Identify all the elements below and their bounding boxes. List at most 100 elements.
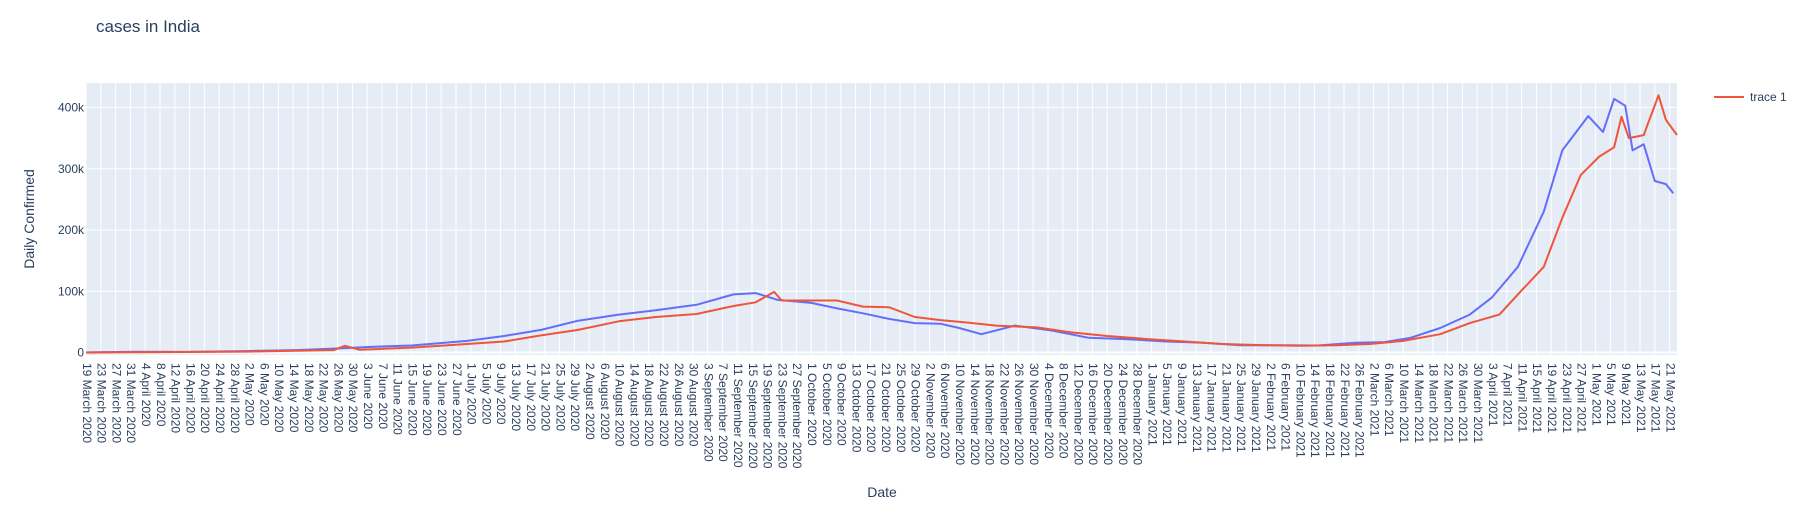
x-tick-label: 3 April 2021 (1486, 363, 1500, 427)
x-tick-label: 11 September 2020 (731, 363, 745, 468)
x-tick-label: 11 April 2021 (1515, 363, 1529, 432)
x-tick-label: 25 January 2021 (1234, 363, 1248, 453)
x-tick-label: 18 February 2021 (1323, 363, 1337, 458)
x-tick-label: 1 January 2021 (1145, 363, 1159, 446)
x-tick-label: 19 April 2021 (1545, 363, 1559, 433)
y-tick-label: 300k (58, 162, 85, 176)
x-tick-label: 28 April 2020 (228, 363, 242, 433)
x-tick-label: 13 July 2020 (509, 363, 523, 431)
x-tick-label: 9 July 2020 (494, 363, 508, 425)
x-tick-label: 2 March 2021 (1367, 363, 1381, 437)
x-tick-label: 3 June 2020 (361, 363, 375, 429)
x-tick-label: 27 June 2020 (450, 363, 464, 436)
x-tick-label: 24 April 2020 (213, 363, 227, 433)
x-tick-label: 7 April 2021 (1501, 363, 1515, 427)
x-tick-label: 27 September 2020 (790, 363, 804, 469)
x-tick-label: 9 May 2021 (1619, 363, 1633, 426)
x-tick-label: 5 January 2021 (1160, 363, 1174, 446)
x-tick-label: 6 March 2021 (1382, 363, 1396, 437)
x-tick-label: 22 November 2020 (997, 363, 1011, 465)
x-tick-label: 12 April 2020 (169, 363, 183, 433)
x-tick-label: 17 January 2021 (1205, 363, 1219, 453)
x-tick-label: 14 May 2020 (287, 363, 301, 433)
y-tick-label: 200k (58, 223, 85, 237)
x-tick-label: 28 December 2020 (1131, 363, 1145, 465)
x-tick-label: 20 December 2020 (1101, 363, 1115, 465)
x-tick-label: 14 August 2020 (627, 363, 641, 447)
x-tick-label: 21 July 2020 (539, 363, 553, 431)
x-tick-label: 10 May 2020 (272, 363, 286, 433)
x-tick-label: 19 June 2020 (420, 363, 434, 436)
x-axis-title: Date (867, 484, 897, 500)
x-tick-label: 2 November 2020 (923, 363, 937, 459)
legend-item[interactable]: trace 1 (1714, 90, 1787, 104)
x-tick-label: 19 March 2020 (80, 363, 94, 443)
x-tick-label: 18 March 2021 (1427, 363, 1441, 443)
x-tick-label: 17 October 2020 (864, 363, 878, 453)
x-tick-label: 17 May 2021 (1649, 363, 1663, 433)
x-tick-label: 13 January 2021 (1190, 363, 1204, 453)
x-tick-label: 25 October 2020 (894, 363, 908, 453)
x-tick-label: 8 April 2020 (154, 363, 168, 427)
x-tick-label: 22 February 2021 (1338, 363, 1352, 458)
x-tick-label: 10 November 2020 (953, 363, 967, 465)
x-tick-label: 18 August 2020 (642, 363, 656, 447)
x-tick-label: 18 November 2020 (983, 363, 997, 465)
x-tick-label: 21 January 2021 (1219, 363, 1233, 453)
x-tick-label: 24 December 2020 (1116, 363, 1130, 465)
x-tick-label: 1 October 2020 (805, 363, 819, 446)
x-gridlines (85, 83, 1671, 355)
x-tick-label: 2 February 2021 (1264, 363, 1278, 451)
x-tick-label: 29 October 2020 (909, 363, 923, 453)
x-tick-label: 27 April 2021 (1575, 363, 1589, 433)
x-tick-label: 17 July 2020 (524, 363, 538, 431)
x-tick-label: 5 May 2021 (1604, 363, 1618, 426)
x-tick-label: 16 April 2020 (183, 363, 197, 433)
x-tick-label: 23 March 2020 (95, 363, 109, 443)
x-tick-label: 2 May 2020 (243, 363, 257, 426)
x-tick-label: 22 March 2021 (1441, 363, 1455, 443)
series-line-1 (85, 94, 1678, 354)
x-tick-label: 6 August 2020 (598, 363, 612, 440)
x-tick-label: 6 May 2020 (257, 363, 271, 426)
x-tick-label: 30 November 2020 (1027, 363, 1041, 465)
x-tick-label: 8 December 2020 (1057, 363, 1071, 459)
x-tick-label: 13 May 2021 (1634, 363, 1648, 433)
x-tick-label: 26 November 2020 (1012, 363, 1026, 465)
x-tick-label: 22 August 2020 (657, 363, 671, 447)
x-tick-label: 29 January 2021 (1249, 363, 1263, 453)
x-tick-label: 3 September 2020 (701, 363, 715, 462)
x-tick-label: 1 May 2021 (1589, 363, 1603, 426)
x-tick-label: 9 October 2020 (835, 363, 849, 446)
x-tick-label: 2 August 2020 (583, 363, 597, 440)
x-tick-label: 6 November 2020 (938, 363, 952, 459)
x-tick-label: 26 February 2021 (1353, 363, 1367, 458)
y-tick-labels: 0 100k 200k 300k 400k (58, 101, 85, 360)
x-tick-label: 31 March 2020 (124, 363, 138, 443)
y-gridlines (86, 107, 1677, 354)
x-tick-label: 25 July 2020 (553, 363, 567, 431)
x-tick-label: 14 November 2020 (968, 363, 982, 465)
x-tick-label: 7 September 2020 (716, 363, 730, 462)
x-tick-label: 14 March 2021 (1412, 363, 1426, 443)
x-tick-label: 20 April 2020 (198, 363, 212, 433)
x-tick-label: 7 June 2020 (376, 363, 390, 429)
legend[interactable]: trace 1 (1714, 90, 1787, 104)
series-layer (85, 94, 1678, 354)
x-tick-label: 15 April 2021 (1530, 363, 1544, 433)
x-tick-label: 27 March 2020 (109, 363, 123, 443)
x-tick-label: 15 September 2020 (746, 363, 760, 469)
x-tick-label: 26 August 2020 (672, 363, 686, 447)
y-tick-label: 100k (58, 284, 85, 298)
x-tick-label: 26 May 2020 (331, 363, 345, 433)
x-tick-label: 18 May 2020 (302, 363, 316, 433)
x-tick-label: 23 June 2020 (435, 363, 449, 436)
x-tick-label: 23 April 2021 (1560, 363, 1574, 433)
x-tick-labels: 19 March 2020 23 March 2020 27 March 2020 3… (80, 363, 1678, 469)
x-tick-label: 23 September 2020 (775, 363, 789, 469)
x-tick-label: 29 July 2020 (568, 363, 582, 431)
x-tick-label: 16 December 2020 (1086, 363, 1100, 465)
x-tick-label: 11 June 2020 (391, 363, 405, 435)
x-tick-label: 12 December 2020 (1071, 363, 1085, 465)
